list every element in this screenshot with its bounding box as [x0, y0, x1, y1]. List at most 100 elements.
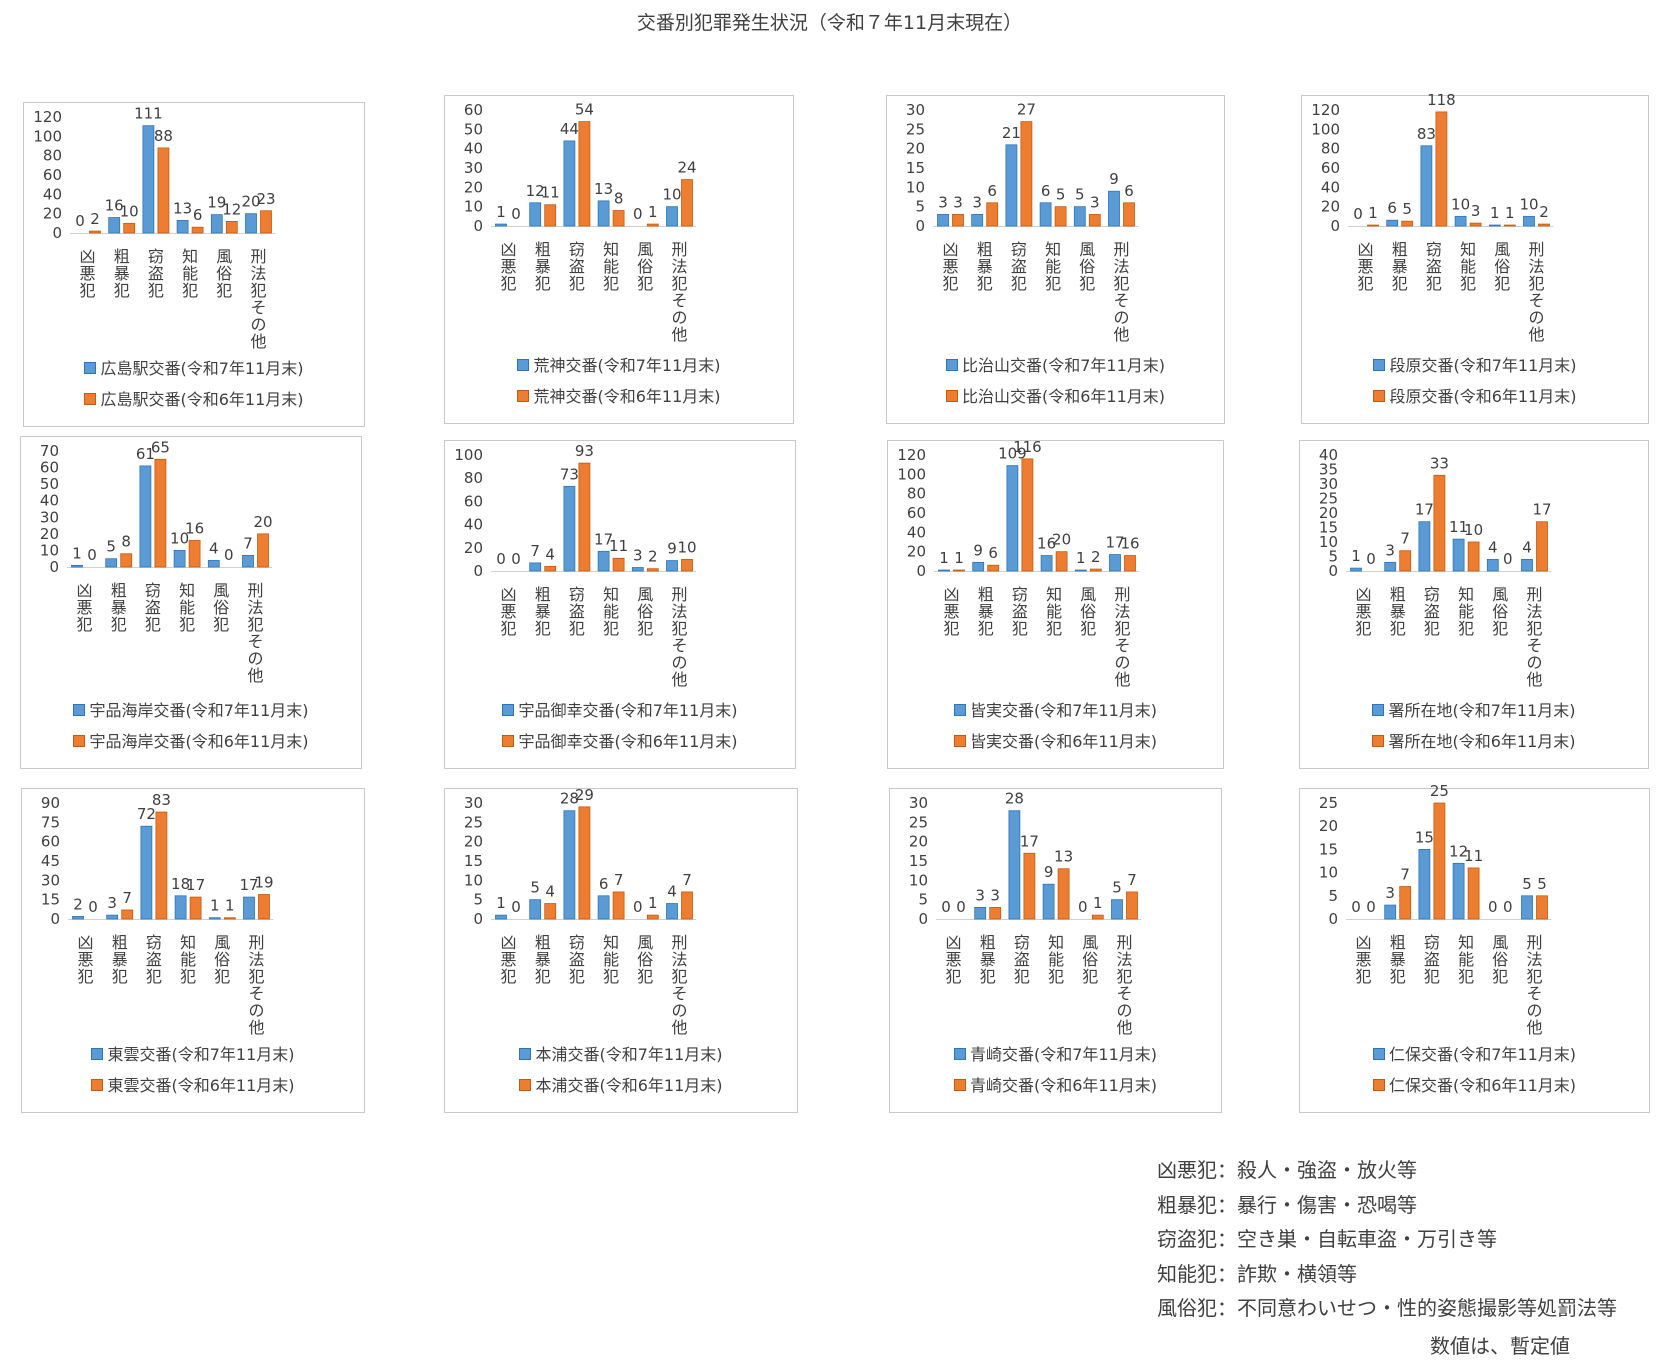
data-label: 118	[1427, 91, 1456, 109]
y-tick-label: 35	[1319, 461, 1338, 479]
x-tick-label: 刑法犯その他	[247, 581, 263, 685]
y-tick-label: 25	[1319, 794, 1338, 812]
data-label: 0	[1353, 205, 1363, 223]
bar-previous-year	[987, 564, 1000, 572]
bar-previous-year	[544, 565, 557, 572]
data-label: 16	[105, 197, 124, 215]
data-label: 6	[1124, 182, 1134, 200]
data-label: 6	[987, 182, 997, 200]
legend-item: 青崎交番(令和6年11月末)	[890, 1070, 1221, 1101]
x-tick-label: 風俗犯	[637, 240, 653, 293]
bar-current-year	[108, 217, 121, 234]
x-tick-label: 知能犯	[603, 240, 619, 293]
data-label: 0	[1488, 898, 1498, 916]
bar-current-year	[1486, 559, 1499, 572]
legend-item: 比治山交番(令和6年11月末)	[887, 381, 1224, 412]
bar-current-year	[974, 907, 987, 920]
legend-swatch	[84, 393, 97, 405]
data-label: 4	[209, 539, 219, 557]
bar-current-year	[210, 214, 223, 234]
y-tick-label: 30	[909, 794, 928, 812]
data-label: 11	[1464, 847, 1483, 865]
data-label: 11	[609, 537, 628, 555]
y-tick-label: 60	[41, 833, 60, 851]
legend-label: 皆実交番(令和6年11月末)	[969, 732, 1158, 751]
data-label: 29	[575, 786, 594, 804]
x-tick-label: 知能犯	[1045, 240, 1061, 293]
chart-legend: 宇品御幸交番(令和7年11月末) 宇品御幸交番(令和6年11月末)	[445, 695, 795, 757]
data-label: 3	[938, 193, 948, 211]
data-label: 6	[599, 875, 609, 893]
x-tick-label: 刑法犯その他	[1528, 240, 1544, 344]
data-label: 65	[151, 438, 170, 456]
bar-previous-year	[612, 210, 625, 227]
legend-label: 青崎交番(令和7年11月末)	[969, 1045, 1158, 1064]
legend-item: 段原交番(令和7年11月末)	[1302, 350, 1648, 381]
data-label: 5	[530, 879, 540, 897]
x-tick-label: 窃盗犯	[1014, 933, 1030, 986]
legend-label: 広島駅交番(令和6年11月末)	[100, 390, 304, 409]
bar-current-year	[1350, 567, 1362, 572]
y-tick-label: 15	[1319, 840, 1338, 858]
legend-label: 署所在地(令和7年11月末)	[1388, 701, 1576, 720]
bar-previous-year	[258, 894, 270, 920]
data-label: 12	[526, 182, 545, 200]
chart-panel: 0 10 20 30 40 50 60 1 12 44 13 0 10 0 11 54 8 1 24 凶悪犯 粗暴犯 窃盗…	[444, 95, 794, 424]
y-tick-label: 80	[1321, 140, 1340, 158]
data-label: 11	[541, 184, 560, 202]
data-label: 7	[1400, 866, 1410, 884]
x-tick-label: 風俗犯	[1492, 933, 1508, 986]
bar-previous-year	[121, 909, 134, 920]
chart-panel: 0 15 30 45 60 75 90 2 3 72 18 1 17 0 7 83 17 1 19 凶悪犯 粗暴犯 窃盗犯…	[21, 788, 365, 1113]
data-label: 17	[1532, 501, 1551, 519]
bar-previous-year	[1091, 914, 1104, 920]
x-tick-label: 風俗犯	[214, 933, 230, 986]
legend-label: 比治山交番(令和7年11月末)	[961, 356, 1166, 375]
note-line: 凶悪犯：殺人・強盗・放火等	[1157, 1158, 1417, 1182]
chart-legend: 荒神交番(令和7年11月末) 荒神交番(令和6年11月末)	[445, 350, 793, 412]
bar-current-year	[1418, 521, 1431, 572]
data-label: 15	[1415, 828, 1434, 846]
x-tick-label: 風俗犯	[216, 247, 232, 300]
chart-panel: 0 5 10 15 20 25 30 0 3 28 9 0 5 0 3 17 13 1 7 凶悪犯 粗暴犯 窃盗犯 知能犯風…	[889, 788, 1222, 1113]
chart-legend: 宇品海岸交番(令和7年11月末) 宇品海岸交番(令和6年11月末)	[21, 695, 361, 757]
bar-previous-year	[646, 568, 659, 572]
legend-item: 署所在地(令和6年11月末)	[1300, 726, 1648, 757]
y-tick-label: 70	[40, 442, 59, 460]
legend-label: 署所在地(令和6年11月末)	[1388, 732, 1576, 751]
bar-previous-year	[578, 121, 591, 227]
data-label: 19	[254, 874, 273, 892]
y-tick-label: 120	[897, 446, 926, 464]
x-tick-label: 刑法犯その他	[1113, 240, 1129, 344]
data-label: 17	[1105, 534, 1124, 552]
bar-previous-year	[953, 569, 965, 572]
bar-current-year	[938, 569, 950, 572]
bar-current-year	[1074, 569, 1087, 572]
data-label: 10	[662, 186, 681, 204]
bar-previous-year	[154, 458, 167, 568]
legend-item: 本浦交番(令和7年11月末)	[445, 1039, 797, 1070]
bar-previous-year	[188, 540, 201, 568]
bar-current-year	[1488, 224, 1501, 227]
bar-current-year	[1386, 219, 1399, 227]
y-tick-label: 50	[40, 475, 59, 493]
data-label: 10	[677, 538, 696, 556]
x-tick-label: 窃盗犯	[569, 585, 585, 638]
x-tick-label: 風俗犯	[1082, 933, 1098, 986]
data-label: 10	[170, 529, 189, 547]
legend-swatch	[1372, 704, 1385, 716]
data-label: 6	[193, 206, 203, 224]
y-tick-label: 20	[909, 833, 928, 851]
legend-item: 青崎交番(令和7年11月末)	[890, 1039, 1221, 1070]
bar-current-year	[937, 214, 949, 227]
x-tick-label: 凶悪犯	[945, 933, 961, 986]
legend-swatch	[519, 1079, 532, 1091]
bar-previous-year	[1054, 206, 1067, 227]
y-tick-label: 25	[1319, 490, 1338, 508]
legend-item: 仁保交番(令和6年11月末)	[1300, 1070, 1649, 1101]
data-label: 0	[941, 898, 951, 916]
legend-swatch	[502, 704, 515, 716]
bar-current-year	[1073, 206, 1086, 227]
x-tick-label: 凶悪犯	[942, 240, 958, 293]
data-label: 3	[107, 894, 117, 912]
